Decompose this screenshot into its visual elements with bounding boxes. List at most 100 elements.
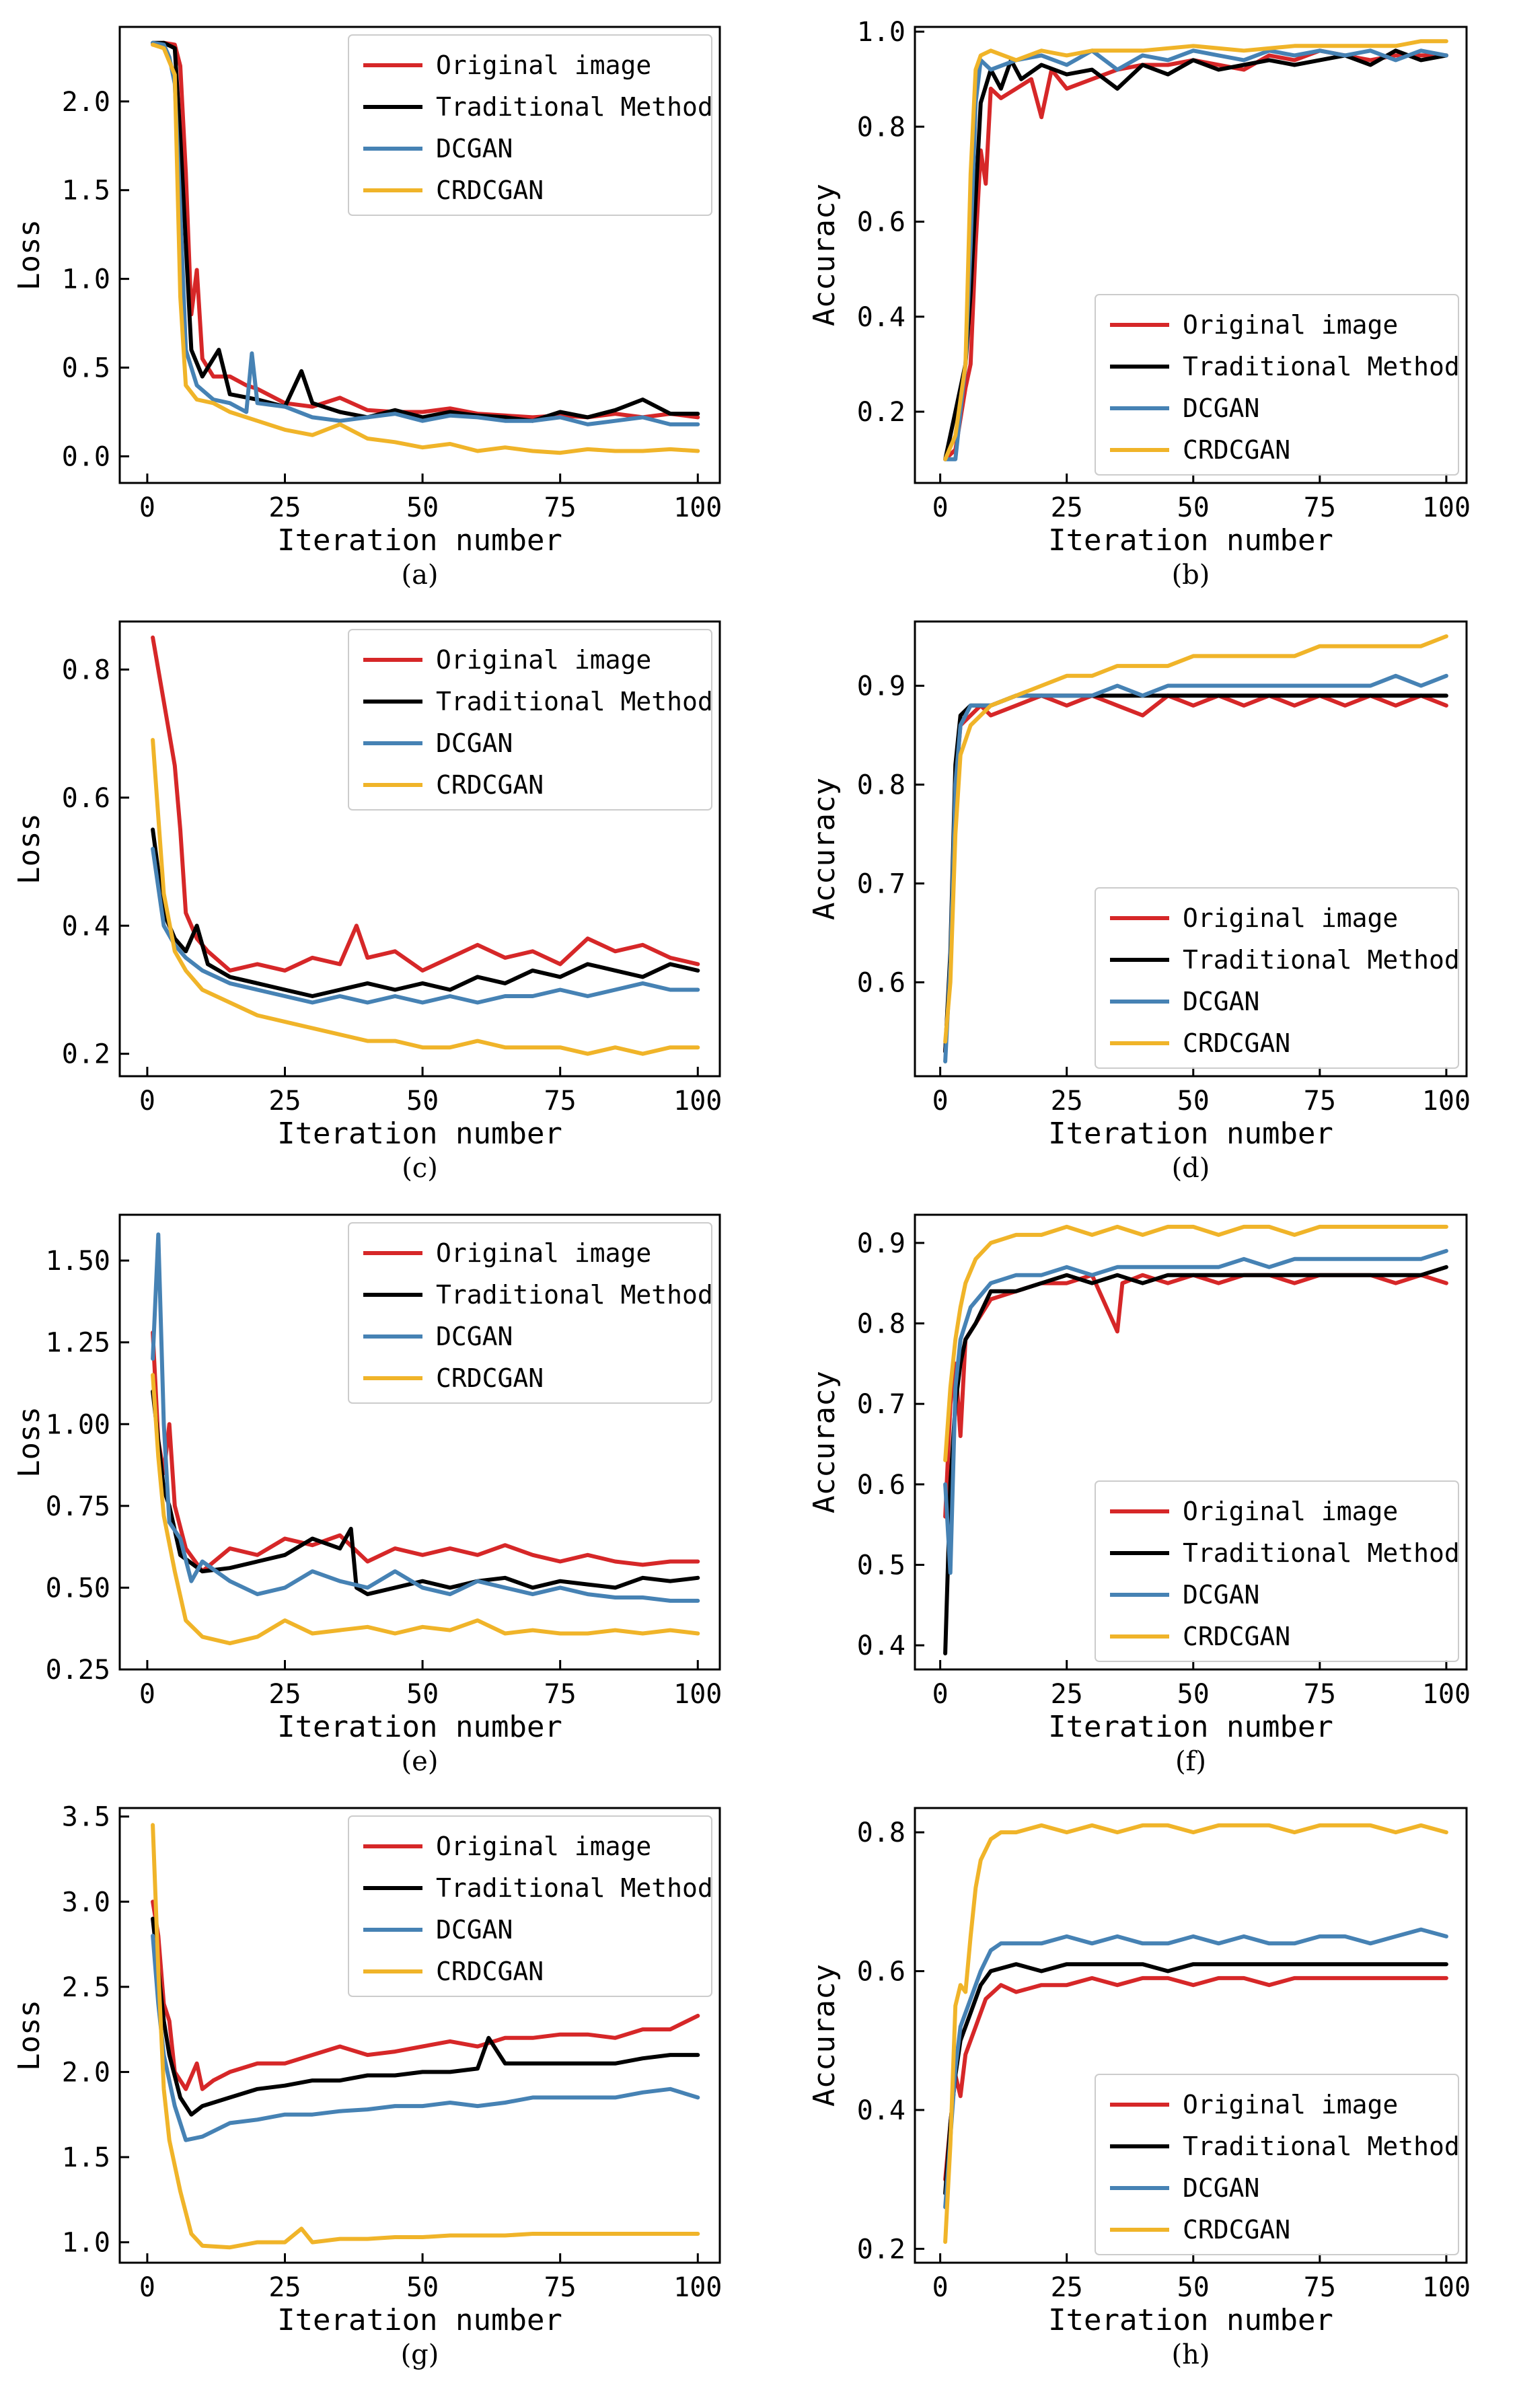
axes-frame — [914, 26, 1468, 484]
x-axis-label: Iteration number — [1048, 1117, 1333, 1151]
series-line-dcgan — [151, 1933, 700, 2142]
panel-b: 0 25 50 75 100 0.2 0.4 0.6 0.8 1.0 Iteration numbe… — [807, 17, 1471, 591]
y-tick-label: 2.0 — [62, 87, 110, 118]
x-tick-label: 100 — [673, 492, 722, 523]
series-line-dcgan — [151, 847, 700, 1005]
series-line-original-image — [943, 1273, 1448, 1519]
legend: Original image Traditional Method DCGAN CRD… — [348, 629, 713, 811]
y-axis-label: Loss — [12, 1406, 46, 1478]
legend-entry: DCGAN — [1183, 393, 1259, 423]
x-tick-label: 100 — [673, 1086, 722, 1117]
panel-g: 0 25 50 75 100 1.0 1.5 2.0 2.5 3.0 3.5 Iteration nu… — [12, 1802, 722, 2370]
panel-d: 0 25 50 75 100 0.6 0.7 0.8 0.9 Iteration number Ac… — [807, 620, 1471, 1184]
series-line-original-image — [943, 1976, 1448, 2182]
legend: Original image Traditional Method DCGAN CRD… — [1095, 1480, 1460, 1662]
series-line-original-image — [151, 1330, 700, 1574]
y-tick-label: 0.8 — [62, 654, 110, 685]
y-tick-label: 0.2 — [857, 2234, 905, 2265]
legend-entry: DCGAN — [436, 728, 513, 758]
legend-entry: CRDCGAN — [1183, 2215, 1290, 2245]
series-line-traditional-method — [151, 40, 700, 423]
x-tick-label: 0 — [139, 1679, 155, 1710]
panel-label: (f) — [1175, 1746, 1206, 1777]
x-tick-label: 25 — [268, 1679, 301, 1710]
series-line-crdcgan — [151, 1823, 700, 2250]
x-axis-label: Iteration number — [277, 1117, 562, 1151]
legend-entry: Traditional Method — [1183, 352, 1460, 381]
x-axis-label: Iteration number — [1048, 2303, 1333, 2337]
x-tick-label: 75 — [544, 1086, 577, 1117]
series-line-traditional-method — [151, 1916, 700, 2117]
panel-label: (e) — [402, 1746, 439, 1777]
x-tick-label: 25 — [268, 492, 301, 523]
legend-entry: DCGAN — [1183, 987, 1259, 1016]
legend-box — [348, 1815, 712, 1997]
legend-box — [348, 1222, 712, 1404]
x-tick-label: 50 — [1177, 492, 1210, 523]
y-tick-label: 0.6 — [857, 1957, 905, 1988]
legend: Original image Traditional Method DCGAN CRD… — [348, 34, 713, 216]
x-axis-label: Iteration number — [277, 1710, 562, 1744]
x-tick-label: 50 — [1177, 1679, 1210, 1710]
legend: Original image Traditional Method DCGAN CRD… — [1095, 2074, 1460, 2255]
panel-h: 0 25 50 75 100 0.2 0.4 0.6 0.8 Iteration number Ac… — [807, 1807, 1471, 2370]
legend: Original image Traditional Method DCGAN CRD… — [348, 1815, 713, 1997]
axes-frame — [914, 620, 1468, 1078]
series-line-crdcgan — [943, 39, 1448, 461]
x-tick-label: 0 — [139, 1086, 155, 1117]
series-line-dcgan — [943, 1248, 1448, 1575]
series-line-crdcgan — [943, 1224, 1448, 1462]
series-line-crdcgan — [943, 634, 1448, 1044]
y-tick-label: 0.4 — [857, 2095, 905, 2126]
legend-entry: Traditional Method — [1183, 2132, 1460, 2161]
series-line-dcgan — [943, 673, 1448, 1063]
y-tick-label: 0.5 — [62, 353, 110, 384]
legend-entry: CRDCGAN — [436, 176, 544, 205]
axes-frame — [118, 1807, 721, 2264]
panel-label: (b) — [1172, 560, 1210, 591]
legend-box — [1095, 2074, 1459, 2255]
x-axis-label: Iteration number — [1048, 1710, 1333, 1744]
y-tick-label: 0.8 — [857, 112, 905, 143]
y-axis-label: Accuracy — [807, 1964, 842, 2107]
legend-entry: CRDCGAN — [436, 1363, 544, 1393]
y-tick-label: 0.75 — [46, 1491, 110, 1522]
y-tick-label: 0.5 — [857, 1550, 905, 1581]
panel-label: (h) — [1172, 2339, 1210, 2370]
x-tick-label: 75 — [1304, 1679, 1336, 1710]
legend-entry: Traditional Method — [436, 92, 713, 122]
y-axis-label: Loss — [12, 813, 46, 885]
legend-entry: Original image — [436, 1238, 651, 1268]
x-tick-label: 0 — [932, 1086, 949, 1117]
x-tick-label: 25 — [1051, 1086, 1083, 1117]
y-tick-label: 3.5 — [62, 1802, 110, 1833]
series-line-crdcgan — [943, 1823, 1448, 2244]
panel-e: 0 25 50 75 100 0.25 0.50 0.75 1.00 1.25 1.50 Iterat… — [12, 1213, 722, 1777]
x-tick-label: 25 — [1051, 492, 1083, 523]
x-tick-label: 25 — [268, 1086, 301, 1117]
axes-frame — [914, 1213, 1468, 1671]
legend-entry: DCGAN — [436, 134, 513, 163]
legend-entry: Original image — [1183, 1497, 1398, 1526]
panel-label: (c) — [402, 1153, 438, 1184]
series-line-crdcgan — [151, 1373, 700, 1646]
x-tick-label: 25 — [1051, 1679, 1083, 1710]
y-tick-label: 0.8 — [857, 1817, 905, 1848]
y-tick-label: 0.4 — [857, 302, 905, 333]
x-tick-label: 25 — [1051, 2272, 1083, 2303]
legend-entry: CRDCGAN — [436, 1957, 544, 1986]
legend-entry: Traditional Method — [436, 687, 713, 716]
y-tick-label: 0.6 — [857, 1470, 905, 1501]
y-tick-label: 0.6 — [857, 207, 905, 238]
x-tick-label: 75 — [544, 1679, 577, 1710]
series-line-original-image — [151, 635, 700, 973]
y-tick-label: 1.0 — [62, 264, 110, 295]
y-tick-label: 0.6 — [62, 783, 110, 814]
y-tick-label: 1.0 — [62, 2228, 110, 2259]
axes-frame — [118, 1213, 721, 1671]
y-tick-label: 0.9 — [857, 1228, 905, 1259]
y-axis-label: Loss — [12, 219, 46, 291]
series-line-dcgan — [151, 40, 700, 426]
y-tick-label: 0.7 — [857, 1389, 905, 1420]
series-line-crdcgan — [151, 738, 700, 1056]
